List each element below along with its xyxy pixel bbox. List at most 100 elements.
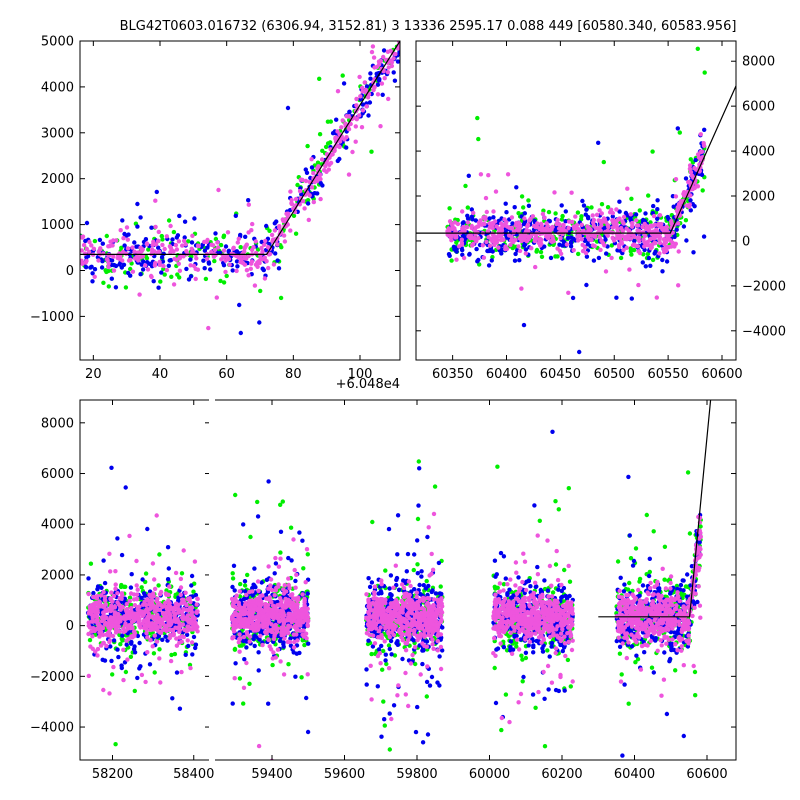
point-blue — [205, 245, 210, 250]
point-magenta — [370, 44, 376, 49]
point-magenta — [596, 226, 601, 231]
data-points — [445, 46, 707, 355]
point-green — [104, 233, 110, 239]
point-blue — [276, 266, 282, 271]
point-blue — [230, 584, 235, 590]
point-green — [627, 580, 632, 586]
point-blue — [367, 100, 373, 105]
point-blue — [300, 538, 305, 543]
point-blue — [367, 584, 373, 590]
point-green — [648, 220, 653, 225]
point-blue — [526, 203, 532, 208]
point-magenta — [101, 251, 106, 256]
point-magenta — [191, 623, 196, 629]
point-green — [212, 258, 217, 264]
point-magenta — [676, 221, 681, 226]
point-magenta — [168, 604, 173, 609]
point-blue — [95, 587, 100, 592]
point-blue — [391, 703, 397, 708]
point-blue — [260, 266, 265, 271]
point-magenta — [145, 650, 150, 655]
point-magenta — [470, 243, 475, 248]
point-magenta — [275, 242, 280, 247]
point-magenta — [209, 249, 214, 255]
point-magenta — [558, 251, 564, 256]
point-magenta — [648, 237, 653, 242]
point-blue — [189, 573, 195, 579]
point-magenta — [280, 217, 285, 222]
point-blue — [655, 216, 660, 221]
point-green — [685, 470, 691, 475]
point-green — [537, 518, 542, 523]
point-magenta — [139, 672, 145, 678]
point-magenta — [624, 245, 629, 250]
point-magenta — [253, 239, 258, 244]
point-magenta — [86, 611, 92, 616]
point-blue — [368, 76, 373, 81]
point-blue — [581, 203, 587, 208]
point-blue — [189, 240, 195, 245]
point-magenta — [471, 210, 476, 216]
point-magenta — [246, 202, 251, 207]
point-green — [553, 499, 558, 504]
point-magenta — [522, 216, 527, 221]
point-blue — [206, 260, 211, 265]
point-magenta — [188, 665, 193, 671]
point-blue — [208, 267, 213, 272]
point-magenta — [106, 264, 111, 270]
point-magenta — [183, 590, 188, 595]
point-magenta — [155, 238, 161, 244]
point-blue — [382, 34, 386, 38]
point-blue — [683, 176, 689, 181]
point-magenta — [659, 221, 664, 227]
point-magenta — [107, 606, 113, 612]
point-green — [280, 499, 285, 504]
y-tick-label: 0 — [742, 234, 750, 249]
point-magenta — [176, 620, 182, 626]
point-magenta — [132, 603, 138, 608]
point-magenta — [538, 243, 543, 248]
point-green — [475, 115, 480, 121]
point-magenta — [87, 249, 92, 255]
point-blue — [113, 285, 119, 290]
point-magenta — [187, 596, 192, 601]
point-blue — [395, 59, 400, 64]
point-blue — [395, 552, 400, 557]
point-magenta — [225, 230, 231, 235]
point-green — [224, 273, 229, 279]
point-magenta — [205, 237, 210, 243]
point-magenta — [346, 172, 352, 177]
point-blue — [86, 576, 91, 581]
point-green — [449, 258, 454, 263]
point-magenta — [195, 267, 201, 272]
point-green — [687, 531, 693, 536]
y-tick-label: −2000 — [742, 279, 786, 294]
point-green — [139, 585, 144, 590]
point-blue — [273, 251, 278, 256]
point-magenta — [657, 240, 663, 246]
point-green — [618, 255, 624, 261]
point-blue — [614, 295, 619, 300]
point-magenta — [102, 616, 107, 621]
point-magenta — [652, 222, 658, 227]
point-magenta — [526, 236, 531, 242]
point-blue — [692, 204, 697, 209]
point-magenta — [132, 249, 137, 254]
y-tick-label: −4000 — [30, 721, 74, 736]
point-green — [241, 701, 246, 706]
point-blue — [297, 650, 302, 656]
point-green — [411, 567, 416, 573]
point-magenta — [102, 597, 108, 602]
point-green — [519, 653, 524, 658]
point-magenta — [359, 125, 365, 130]
point-magenta — [687, 202, 692, 207]
point-magenta — [617, 216, 622, 221]
point-green — [175, 272, 180, 277]
point-blue — [646, 255, 652, 261]
point-blue — [510, 221, 515, 226]
point-blue — [400, 656, 405, 662]
point-magenta — [137, 604, 142, 609]
point-blue — [89, 264, 94, 269]
point-magenta — [188, 605, 193, 610]
point-magenta — [360, 85, 365, 91]
